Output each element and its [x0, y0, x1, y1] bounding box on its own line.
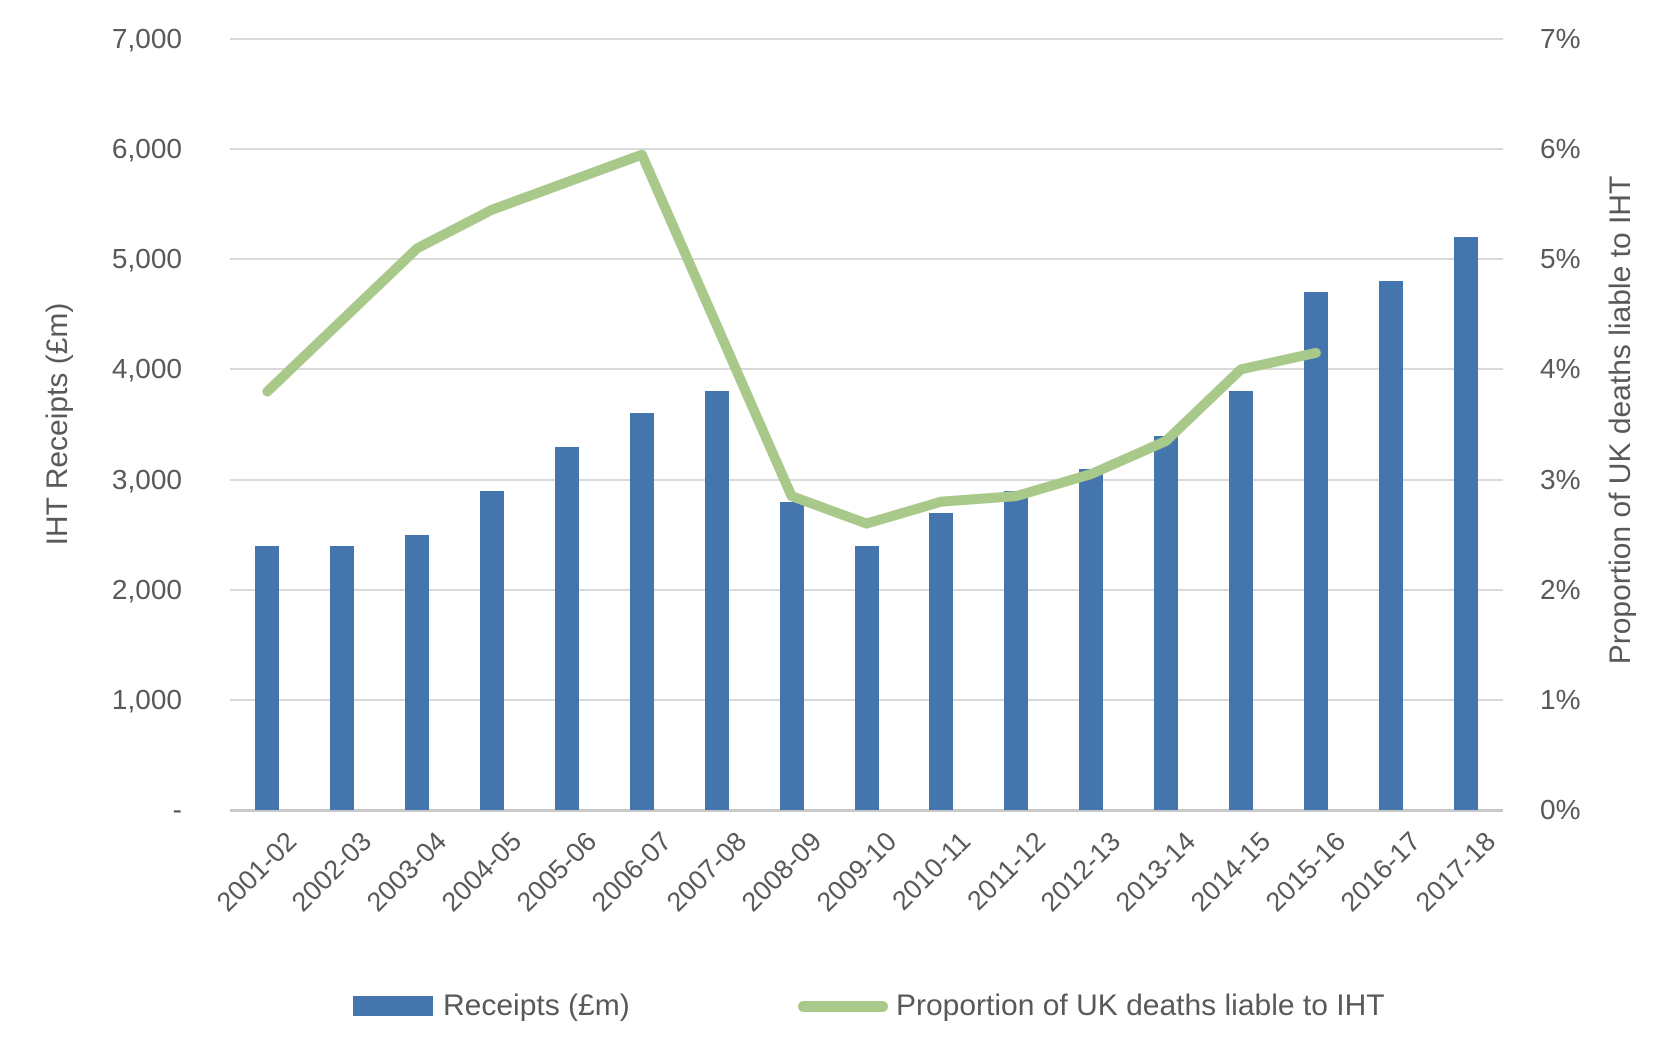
y-tick-left-6,000: 6,000 — [111, 133, 182, 165]
gridline — [230, 478, 1503, 481]
y-tick-left-7,000: 7,000 — [111, 23, 182, 54]
bar-2002-03 — [330, 545, 355, 810]
bar-2004-05 — [480, 490, 505, 810]
gridline — [230, 368, 1503, 371]
bar-2014-15 — [1228, 391, 1253, 810]
bar-2011-12 — [1004, 490, 1029, 810]
gridline — [230, 258, 1503, 261]
legend-item-receipts: Receipts (£m) — [353, 985, 630, 1027]
bar-2015-16 — [1303, 292, 1328, 810]
y-tick-right-0%: 0% — [1540, 794, 1581, 825]
y-tick-left-2,000: 2,000 — [111, 573, 182, 605]
y-tick-right-5%: 5% — [1540, 243, 1581, 275]
y-tick-left-3,000: 3,000 — [111, 463, 182, 495]
y-tick-left-1,000: 1,000 — [111, 683, 182, 715]
y-tick-right-1%: 1% — [1540, 683, 1581, 715]
bar-2009-10 — [854, 545, 879, 810]
y-tick-left-5,000: 5,000 — [111, 243, 182, 275]
legend-swatch-receipts-bar — [353, 996, 433, 1016]
gridline — [230, 38, 1503, 40]
bar-2005-06 — [554, 446, 579, 810]
legend: Receipts (£m) Proportion of UK deaths li… — [0, 985, 1676, 1031]
gridline — [230, 148, 1503, 151]
bar-2001-02 — [255, 545, 280, 810]
y-tick-left--: - — [172, 794, 182, 825]
legend-swatch-proportion-line — [798, 1000, 888, 1012]
bar-2008-09 — [779, 501, 804, 810]
bar-2013-14 — [1154, 435, 1179, 810]
bar-2010-11 — [929, 512, 954, 810]
x-axis-line — [230, 809, 1503, 812]
y-tick-right-4%: 4% — [1540, 353, 1581, 385]
bar-2003-04 — [405, 534, 430, 810]
bar-2006-07 — [629, 413, 654, 810]
y-tick-left-4,000: 4,000 — [111, 353, 182, 385]
line-series-proportion — [262, 149, 1321, 529]
plot-area — [230, 38, 1503, 812]
y-tick-right-2%: 2% — [1540, 573, 1581, 605]
bar-2012-13 — [1079, 468, 1104, 810]
legend-item-proportion: Proportion of UK deaths liable to IHT — [798, 985, 1385, 1027]
legend-label-receipts: Receipts (£m) — [443, 989, 630, 1022]
y-tick-right-3%: 3% — [1540, 463, 1581, 495]
bar-2016-17 — [1378, 281, 1403, 810]
y-tick-right-7%: 7% — [1540, 23, 1581, 54]
bar-2007-08 — [704, 391, 729, 810]
legend-label-proportion: Proportion of UK deaths liable to IHT — [896, 989, 1385, 1022]
proportion-line-path — [262, 149, 1321, 529]
y-tick-right-6%: 6% — [1540, 133, 1581, 165]
bar-2017-18 — [1453, 237, 1478, 810]
